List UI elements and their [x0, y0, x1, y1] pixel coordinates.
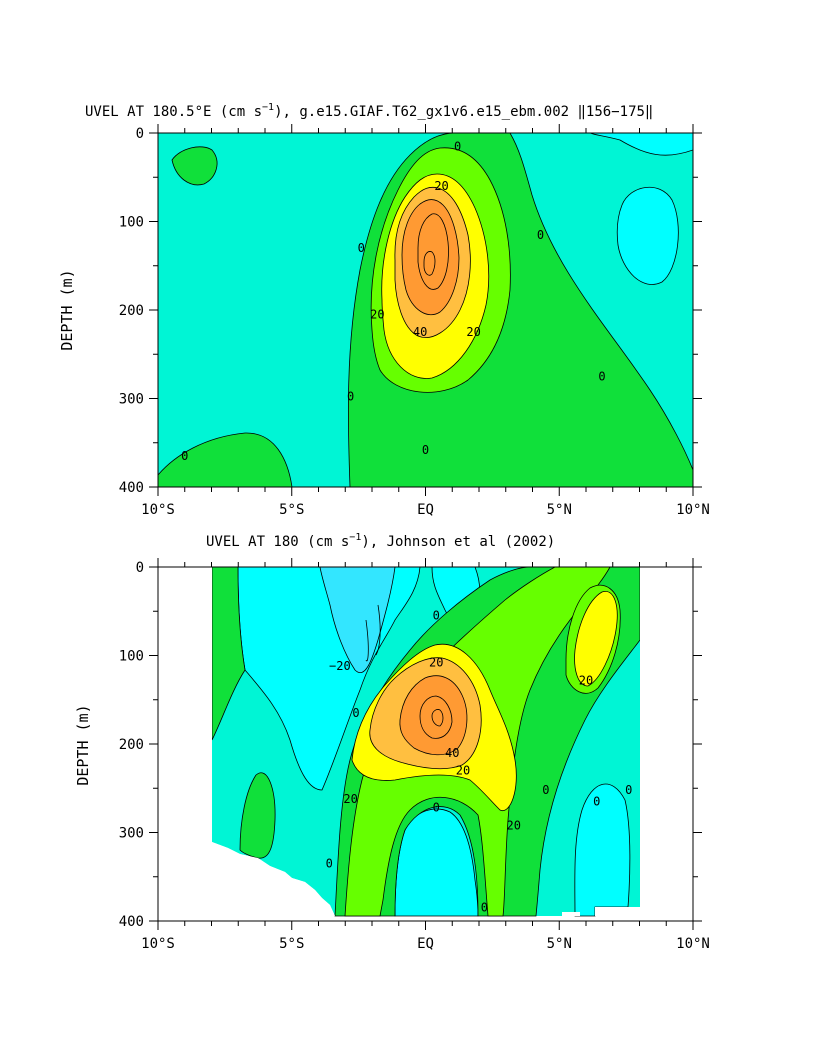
top-contour-labels: 0 20 20 40 20 0 0 0 0 0 0: [181, 139, 606, 463]
bottom-contour-label: 0: [481, 901, 488, 915]
bottom-contour-label: 0: [433, 801, 440, 815]
top-panel: UVEL AT 180.5°E (cm s−1), g.e15.GIAF.T62…: [58, 102, 710, 518]
bottom-x-tick-label: 5°N: [547, 936, 572, 952]
top-x-tick-label: 5°S: [279, 502, 304, 518]
bottom-contour-label: 0: [326, 856, 333, 870]
top-contour-label: 0: [454, 139, 461, 153]
bottom-title: UVEL AT 180 (cm s−1), Johnson et al (200…: [206, 532, 555, 550]
top-y-tick-label: 300: [119, 392, 144, 408]
bottom-contour-label: 20: [579, 673, 593, 687]
bottom-contour-label: 20: [343, 792, 357, 806]
bottom-contour-labels: −20 20 20 0 0 40 20 20 20 0 0 0 0 0 0: [326, 609, 633, 915]
top-x-tick-label: 10°N: [676, 502, 710, 518]
top-contour-label: 0: [537, 228, 544, 242]
top-contour-label: 0: [358, 241, 365, 255]
top-contour-label: 40: [413, 325, 427, 339]
bottom-x-tick-label: 10°S: [141, 936, 175, 952]
top-contour-label: 0: [422, 443, 429, 457]
top-contour-label: 0: [181, 449, 188, 463]
top-contour-label: 20: [370, 307, 384, 321]
top-y-tick-label: 0: [136, 126, 144, 142]
bottom-contour-label: 20: [507, 818, 521, 832]
bottom-missing-right: [595, 567, 692, 916]
bottom-x-tick-label: EQ: [417, 936, 434, 952]
bottom-ylabel: DEPTH (m): [74, 704, 92, 785]
bottom-y-tick-label: 0: [136, 560, 144, 576]
bottom-y-tick-label: 200: [119, 737, 144, 753]
top-y-tick-label: 400: [119, 480, 144, 496]
bottom-contour-field: [211, 567, 641, 917]
bottom-x-tick-label: 5°S: [279, 936, 304, 952]
top-x-tick-label: EQ: [417, 502, 434, 518]
bottom-contour-label: 20: [429, 656, 443, 670]
top-contour-label: 0: [598, 369, 605, 383]
top-contour-field: [158, 133, 693, 487]
bottom-contour-label: −20: [329, 659, 351, 673]
bottom-panel: UVEL AT 180 (cm s−1), Johnson et al (200…: [74, 532, 710, 952]
top-x-tick-label: 10°S: [141, 502, 175, 518]
bottom-y-tick-label: 300: [119, 826, 144, 842]
bottom-missing-left: [158, 567, 335, 916]
top-x-tick-label: 5°N: [547, 502, 572, 518]
bottom-contour-label: 40: [445, 746, 459, 760]
bottom-x-tick-label: 10°N: [676, 936, 710, 952]
top-ylabel: DEPTH (m): [58, 269, 76, 350]
top-y-tick-label: 200: [119, 303, 144, 319]
bottom-contour-label: 0: [593, 795, 600, 809]
bottom-contour-label: 0: [352, 706, 359, 720]
bottom-contour-label: 20: [456, 764, 470, 778]
bottom-y-tick-label: 100: [119, 649, 144, 665]
bottom-contour-label: 0: [625, 783, 632, 797]
top-title: UVEL AT 180.5°E (cm s−1), g.e15.GIAF.T62…: [85, 102, 653, 120]
bottom-contour-label: 0: [542, 783, 549, 797]
top-contour-label: 20: [434, 179, 448, 193]
bottom-contour-label: 0: [433, 609, 440, 623]
top-y-tick-label: 100: [119, 215, 144, 231]
top-contour-label: 20: [466, 325, 480, 339]
top-contour-label: 0: [347, 390, 354, 404]
bottom-y-tick-label: 400: [119, 914, 144, 930]
